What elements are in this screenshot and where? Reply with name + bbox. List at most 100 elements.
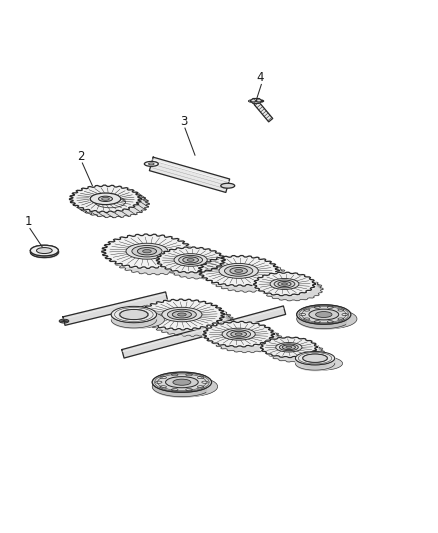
Ellipse shape xyxy=(221,183,235,188)
Ellipse shape xyxy=(342,313,348,316)
Ellipse shape xyxy=(235,333,242,335)
Ellipse shape xyxy=(171,374,178,376)
Ellipse shape xyxy=(126,243,168,259)
Ellipse shape xyxy=(158,376,218,397)
Ellipse shape xyxy=(297,305,351,324)
Polygon shape xyxy=(122,306,286,358)
Ellipse shape xyxy=(304,309,310,311)
Polygon shape xyxy=(63,292,168,325)
Ellipse shape xyxy=(183,257,198,263)
Ellipse shape xyxy=(102,197,110,200)
Ellipse shape xyxy=(160,386,166,388)
Ellipse shape xyxy=(274,280,295,288)
Ellipse shape xyxy=(338,309,344,311)
Ellipse shape xyxy=(303,354,327,362)
Ellipse shape xyxy=(160,376,166,378)
Ellipse shape xyxy=(36,249,52,255)
Ellipse shape xyxy=(30,245,58,256)
Ellipse shape xyxy=(36,247,52,254)
Ellipse shape xyxy=(259,336,319,358)
Ellipse shape xyxy=(219,263,258,278)
Polygon shape xyxy=(212,327,283,352)
Ellipse shape xyxy=(70,185,141,213)
Polygon shape xyxy=(149,157,230,192)
Ellipse shape xyxy=(186,374,192,376)
Polygon shape xyxy=(112,241,201,275)
Ellipse shape xyxy=(231,332,247,337)
Ellipse shape xyxy=(132,246,162,257)
Ellipse shape xyxy=(172,311,191,318)
Ellipse shape xyxy=(314,321,320,323)
Ellipse shape xyxy=(145,161,158,166)
Ellipse shape xyxy=(304,318,310,320)
Polygon shape xyxy=(203,321,274,347)
Ellipse shape xyxy=(198,376,204,378)
Ellipse shape xyxy=(286,346,292,349)
Ellipse shape xyxy=(186,389,192,391)
Ellipse shape xyxy=(309,309,339,320)
Polygon shape xyxy=(260,337,318,358)
Ellipse shape xyxy=(187,259,194,261)
Ellipse shape xyxy=(270,278,299,289)
Polygon shape xyxy=(102,234,192,269)
Polygon shape xyxy=(198,255,279,286)
Ellipse shape xyxy=(119,312,164,328)
Ellipse shape xyxy=(90,193,121,205)
Ellipse shape xyxy=(201,321,276,348)
Ellipse shape xyxy=(128,315,155,325)
Polygon shape xyxy=(78,190,149,217)
Ellipse shape xyxy=(99,196,113,201)
Polygon shape xyxy=(250,99,262,103)
Ellipse shape xyxy=(167,309,196,320)
Ellipse shape xyxy=(177,313,186,316)
Ellipse shape xyxy=(173,379,191,385)
Ellipse shape xyxy=(138,298,226,330)
Text: 4: 4 xyxy=(256,71,264,84)
Ellipse shape xyxy=(252,272,317,296)
Polygon shape xyxy=(268,342,324,362)
Ellipse shape xyxy=(225,265,253,276)
Ellipse shape xyxy=(282,283,287,285)
Ellipse shape xyxy=(295,351,335,365)
Ellipse shape xyxy=(179,255,202,264)
Ellipse shape xyxy=(30,245,58,256)
Text: 3: 3 xyxy=(180,115,187,127)
Polygon shape xyxy=(254,101,273,122)
Ellipse shape xyxy=(198,386,204,388)
Ellipse shape xyxy=(279,344,298,351)
Ellipse shape xyxy=(155,381,162,383)
Ellipse shape xyxy=(111,306,156,322)
Ellipse shape xyxy=(278,281,291,286)
Ellipse shape xyxy=(36,247,52,254)
Ellipse shape xyxy=(227,330,251,338)
Ellipse shape xyxy=(143,249,151,253)
Ellipse shape xyxy=(174,254,207,266)
Ellipse shape xyxy=(30,247,58,257)
Ellipse shape xyxy=(327,321,333,323)
Ellipse shape xyxy=(338,318,344,320)
Ellipse shape xyxy=(202,381,208,383)
Ellipse shape xyxy=(283,345,295,350)
Ellipse shape xyxy=(316,312,332,318)
Ellipse shape xyxy=(303,309,357,329)
Ellipse shape xyxy=(327,306,333,309)
Ellipse shape xyxy=(120,310,148,320)
Ellipse shape xyxy=(303,357,343,370)
Ellipse shape xyxy=(197,255,280,287)
Ellipse shape xyxy=(152,372,212,392)
Ellipse shape xyxy=(230,268,247,274)
Ellipse shape xyxy=(171,389,178,391)
Ellipse shape xyxy=(314,306,320,309)
Ellipse shape xyxy=(311,359,335,368)
Ellipse shape xyxy=(276,343,302,352)
Polygon shape xyxy=(254,272,315,296)
Polygon shape xyxy=(139,299,225,330)
Ellipse shape xyxy=(235,269,243,272)
Ellipse shape xyxy=(248,99,264,103)
Polygon shape xyxy=(149,306,234,336)
Polygon shape xyxy=(261,278,323,301)
Ellipse shape xyxy=(100,233,194,269)
Ellipse shape xyxy=(155,246,226,273)
Polygon shape xyxy=(166,253,233,279)
Polygon shape xyxy=(156,247,225,273)
